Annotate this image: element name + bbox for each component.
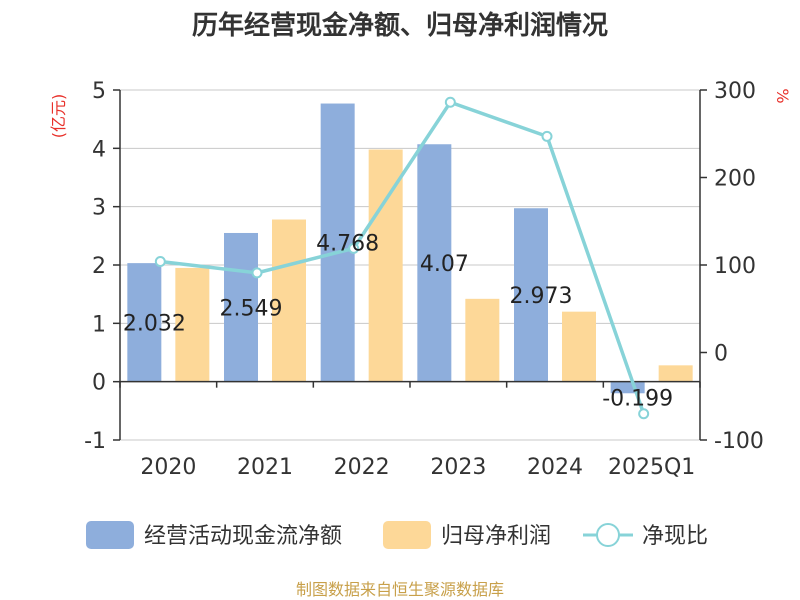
y-left-tick-label: 0 — [92, 371, 106, 396]
bars — [127, 103, 693, 394]
y-right-tick-label: -100 — [714, 429, 764, 454]
ratio-point — [638, 408, 650, 420]
ratio-point — [444, 96, 456, 108]
ratio-point — [541, 130, 553, 142]
bar-cashflow — [610, 381, 645, 394]
y-left-tick-label: 5 — [92, 79, 106, 104]
bar-cashflow — [320, 103, 355, 382]
ratio-point — [251, 267, 263, 279]
chart-title: 历年经营现金净额、归母净利润情况 — [192, 10, 608, 41]
x-tick-label: 2021 — [237, 455, 293, 480]
y-right-tick-label: 200 — [714, 167, 756, 192]
data-label-cashflow: 2.549 — [220, 296, 283, 321]
y-left-tick-label: 4 — [92, 137, 106, 162]
data-label-cashflow: 4.768 — [316, 232, 379, 257]
legend-label-cashflow: 经营活动现金流净额 — [144, 524, 342, 549]
source-note: 制图数据来自恒生聚源数据库 — [296, 580, 504, 599]
y-right-tick-label: 0 — [714, 342, 728, 367]
bar-cashflow — [417, 144, 452, 382]
y-right-tick-label: 100 — [714, 254, 756, 279]
ratio-line — [154, 96, 650, 420]
axes: -1 0 1 2 3 4 5 -100 0 100 200 300 2020 2021 2022 2023 20… — [84, 79, 764, 480]
bar-net-profit — [175, 267, 210, 382]
data-label-cashflow: 2.032 — [123, 311, 186, 336]
x-tick-label: 2020 — [140, 455, 196, 480]
legend-swatch-cashflow — [86, 521, 134, 549]
legend-label-net-profit: 归母净利润 — [441, 524, 551, 549]
x-tick-label: 2024 — [527, 455, 583, 480]
bar-cashflow — [224, 232, 258, 382]
x-tick-label: 2025Q1 — [608, 455, 695, 480]
data-label-cashflow: 4.07 — [420, 252, 469, 277]
bar-cashflow — [127, 263, 162, 382]
y-left-tick-label: 1 — [92, 312, 106, 337]
y-left-unit: (亿元) — [49, 94, 68, 139]
ratio-line-path — [160, 100, 646, 415]
y-left-tick-label: 2 — [92, 254, 106, 279]
bar-net-profit — [272, 219, 306, 382]
y-left-tick-label: -1 — [84, 429, 106, 454]
x-tick-label: 2023 — [430, 455, 486, 480]
x-tick-label: 2022 — [334, 455, 390, 480]
legend-swatch-net-profit — [383, 521, 431, 549]
data-label-cashflow: 2.973 — [510, 284, 573, 309]
bar-net-profit — [465, 298, 500, 382]
y-left-tick-label: 3 — [92, 196, 106, 221]
legend-label-ratio: 净现比 — [642, 524, 708, 549]
data-labels: 2.032 2.549 4.768 4.07 2.973 -0.199 — [123, 232, 673, 412]
legend: 经营活动现金流净额 归母净利润 净现比 — [86, 521, 708, 549]
grid — [120, 89, 700, 441]
ratio-point — [348, 242, 360, 254]
ratio-point — [154, 256, 166, 267]
y-right-tick-label: 300 — [714, 79, 756, 104]
y-right-unit: % — [773, 88, 792, 103]
bar-net-profit — [562, 311, 596, 382]
bar-net-profit — [368, 149, 403, 382]
bar-net-profit — [658, 365, 693, 382]
data-label-cashflow: -0.199 — [602, 386, 673, 411]
legend-swatch-ratio-marker — [596, 523, 620, 547]
bar-cashflow — [514, 208, 548, 382]
